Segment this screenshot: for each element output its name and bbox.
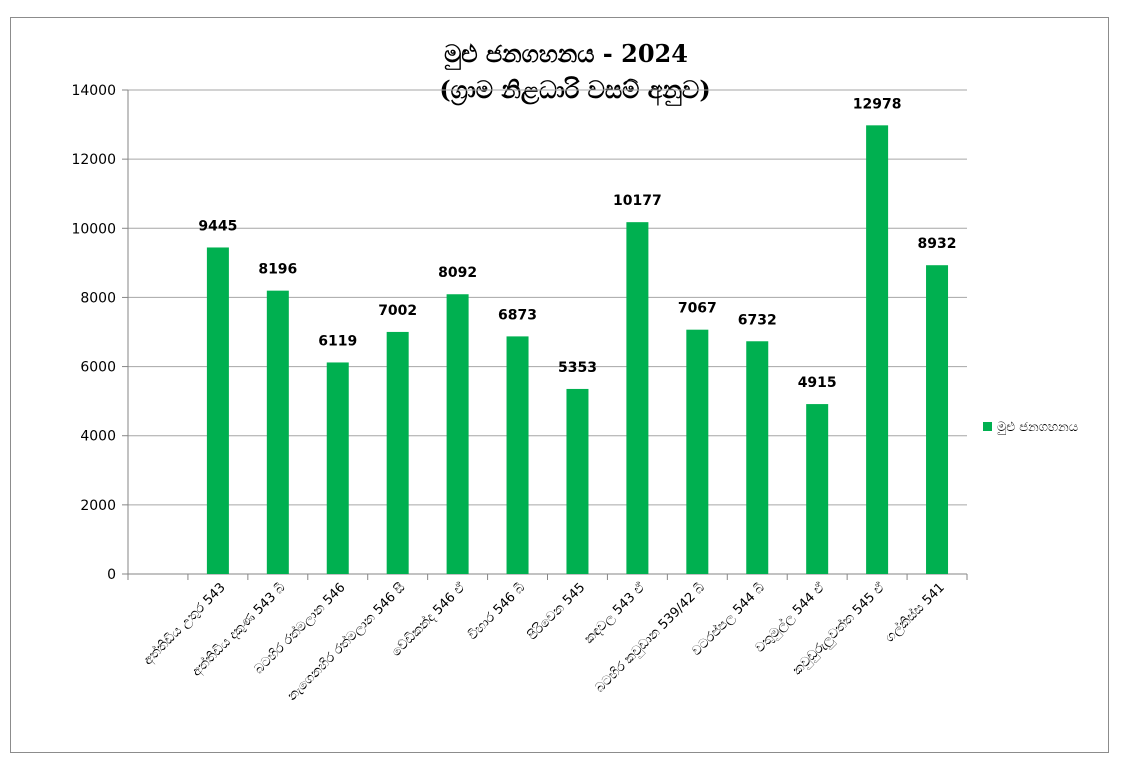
legend: මුළු ජනගහනය <box>983 420 1078 435</box>
bar <box>926 265 949 574</box>
chart-title: මුළු ජනගහනය - 2024 <box>444 39 688 70</box>
category-label: පිරිවෙන 545 <box>524 580 588 644</box>
data-label: 8932 <box>918 236 957 252</box>
bar <box>326 362 349 574</box>
legend-swatch <box>983 422 992 431</box>
bar <box>866 125 889 574</box>
data-label: 8092 <box>438 265 477 281</box>
data-label: 12978 <box>853 96 902 112</box>
y-tick-label: 2000 <box>80 498 116 514</box>
y-tick-label: 14000 <box>71 83 116 99</box>
bar <box>686 329 709 574</box>
bars <box>206 125 949 575</box>
y-tick-label: 6000 <box>80 360 116 376</box>
y-tick-label: 0 <box>107 567 116 583</box>
bar <box>746 341 769 574</box>
category-label: නැගෙනහිර රත්මලාන 546 සී <box>284 579 409 704</box>
data-label: 10177 <box>613 193 662 209</box>
axes: 0 2000 4000 6000 8000 10000 12000 14000 <box>71 83 968 583</box>
bar <box>266 290 289 574</box>
data-label: 7002 <box>378 303 417 319</box>
data-label: 6119 <box>318 333 357 349</box>
data-label: 8196 <box>258 262 297 278</box>
data-label: 7067 <box>678 301 717 317</box>
y-tick-label: 4000 <box>80 429 116 445</box>
gridlines <box>128 89 967 506</box>
data-labels: 9445 8196 6119 7002 8092 6873 5353 10177 7067 673… <box>198 96 956 391</box>
data-label: 9445 <box>198 218 237 234</box>
bar <box>506 336 529 574</box>
data-label: 6873 <box>498 307 537 323</box>
bar <box>566 388 589 574</box>
chart-frame <box>10 17 1109 753</box>
category-label: ගල්කිස්ස 541 <box>882 579 948 645</box>
bar <box>446 294 469 574</box>
bar <box>806 404 829 574</box>
y-tick-label: 12000 <box>71 152 116 168</box>
bar <box>626 222 649 574</box>
category-label: කඳවල 543 ඒ <box>581 579 649 647</box>
data-label: 5353 <box>558 360 597 376</box>
data-label: 4915 <box>798 375 837 391</box>
bar <box>206 247 229 575</box>
bar <box>386 331 409 574</box>
category-label: බටහිර කවුඩාන 539/42 බී <box>593 580 709 696</box>
legend-label: මුළු ජනගහනය <box>997 420 1078 435</box>
y-tick-label: 10000 <box>71 221 116 237</box>
y-tick-label: 8000 <box>80 290 116 306</box>
data-label: 6732 <box>738 312 777 328</box>
category-label: විහාර 546 බී <box>465 580 528 643</box>
